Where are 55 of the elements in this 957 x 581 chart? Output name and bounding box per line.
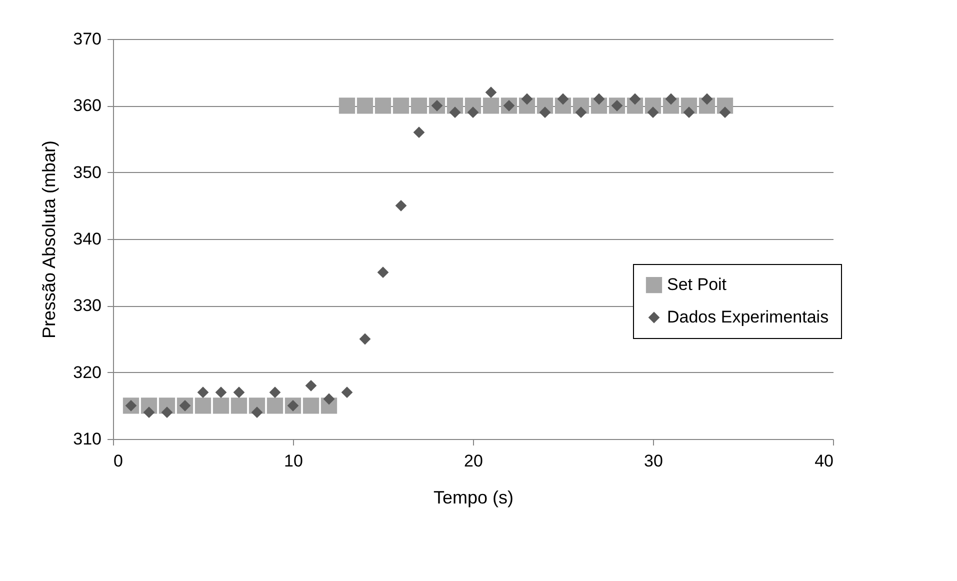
point <box>521 93 533 105</box>
y-tick-label: 370 <box>73 30 102 48</box>
point <box>665 93 677 105</box>
point <box>359 333 371 345</box>
point <box>143 406 155 418</box>
point <box>161 406 173 418</box>
x-tick-label: 10 <box>284 452 303 470</box>
point <box>467 106 479 118</box>
point <box>482 98 500 114</box>
point <box>269 386 281 398</box>
point <box>215 386 227 398</box>
y-tick-label: 330 <box>73 296 102 316</box>
x-axis-title: Tempo (s) <box>433 488 514 508</box>
x-tick-label: 30 <box>644 452 663 470</box>
point <box>395 200 407 212</box>
point <box>575 106 587 118</box>
point <box>485 86 497 98</box>
point <box>557 93 569 105</box>
point <box>230 398 248 414</box>
point <box>374 98 392 114</box>
y-tick-label: 350 <box>73 162 102 182</box>
point <box>701 93 713 105</box>
point <box>392 98 410 114</box>
point <box>377 266 389 278</box>
point <box>194 398 212 414</box>
point <box>233 386 245 398</box>
point <box>302 398 320 414</box>
y-tick-label: 360 <box>73 96 102 116</box>
point <box>647 106 659 118</box>
y-tick-label: 340 <box>73 230 102 248</box>
point <box>629 93 641 105</box>
x-tick-label: 40 <box>814 452 834 470</box>
point <box>539 106 551 118</box>
point <box>593 93 605 105</box>
point <box>251 406 263 418</box>
point <box>338 98 356 114</box>
point <box>197 386 209 398</box>
point <box>449 106 461 118</box>
y-tick-label: 310 <box>73 430 102 448</box>
point <box>266 398 284 414</box>
point <box>413 126 425 138</box>
point <box>212 398 230 414</box>
point <box>323 393 335 405</box>
x-tick-label: 0 <box>114 452 123 470</box>
point <box>341 386 353 398</box>
legend-label: Dados Experimentais <box>667 308 829 326</box>
point <box>410 98 428 114</box>
y-axis-title: Pressão Absoluta (mbar) <box>39 140 60 339</box>
x-tick-label: 20 <box>464 452 483 470</box>
point <box>305 380 317 392</box>
point <box>719 106 731 118</box>
point <box>356 98 374 114</box>
legend-label: Set Poit <box>667 275 727 294</box>
y-tick-label: 320 <box>73 362 102 382</box>
point <box>683 106 695 118</box>
